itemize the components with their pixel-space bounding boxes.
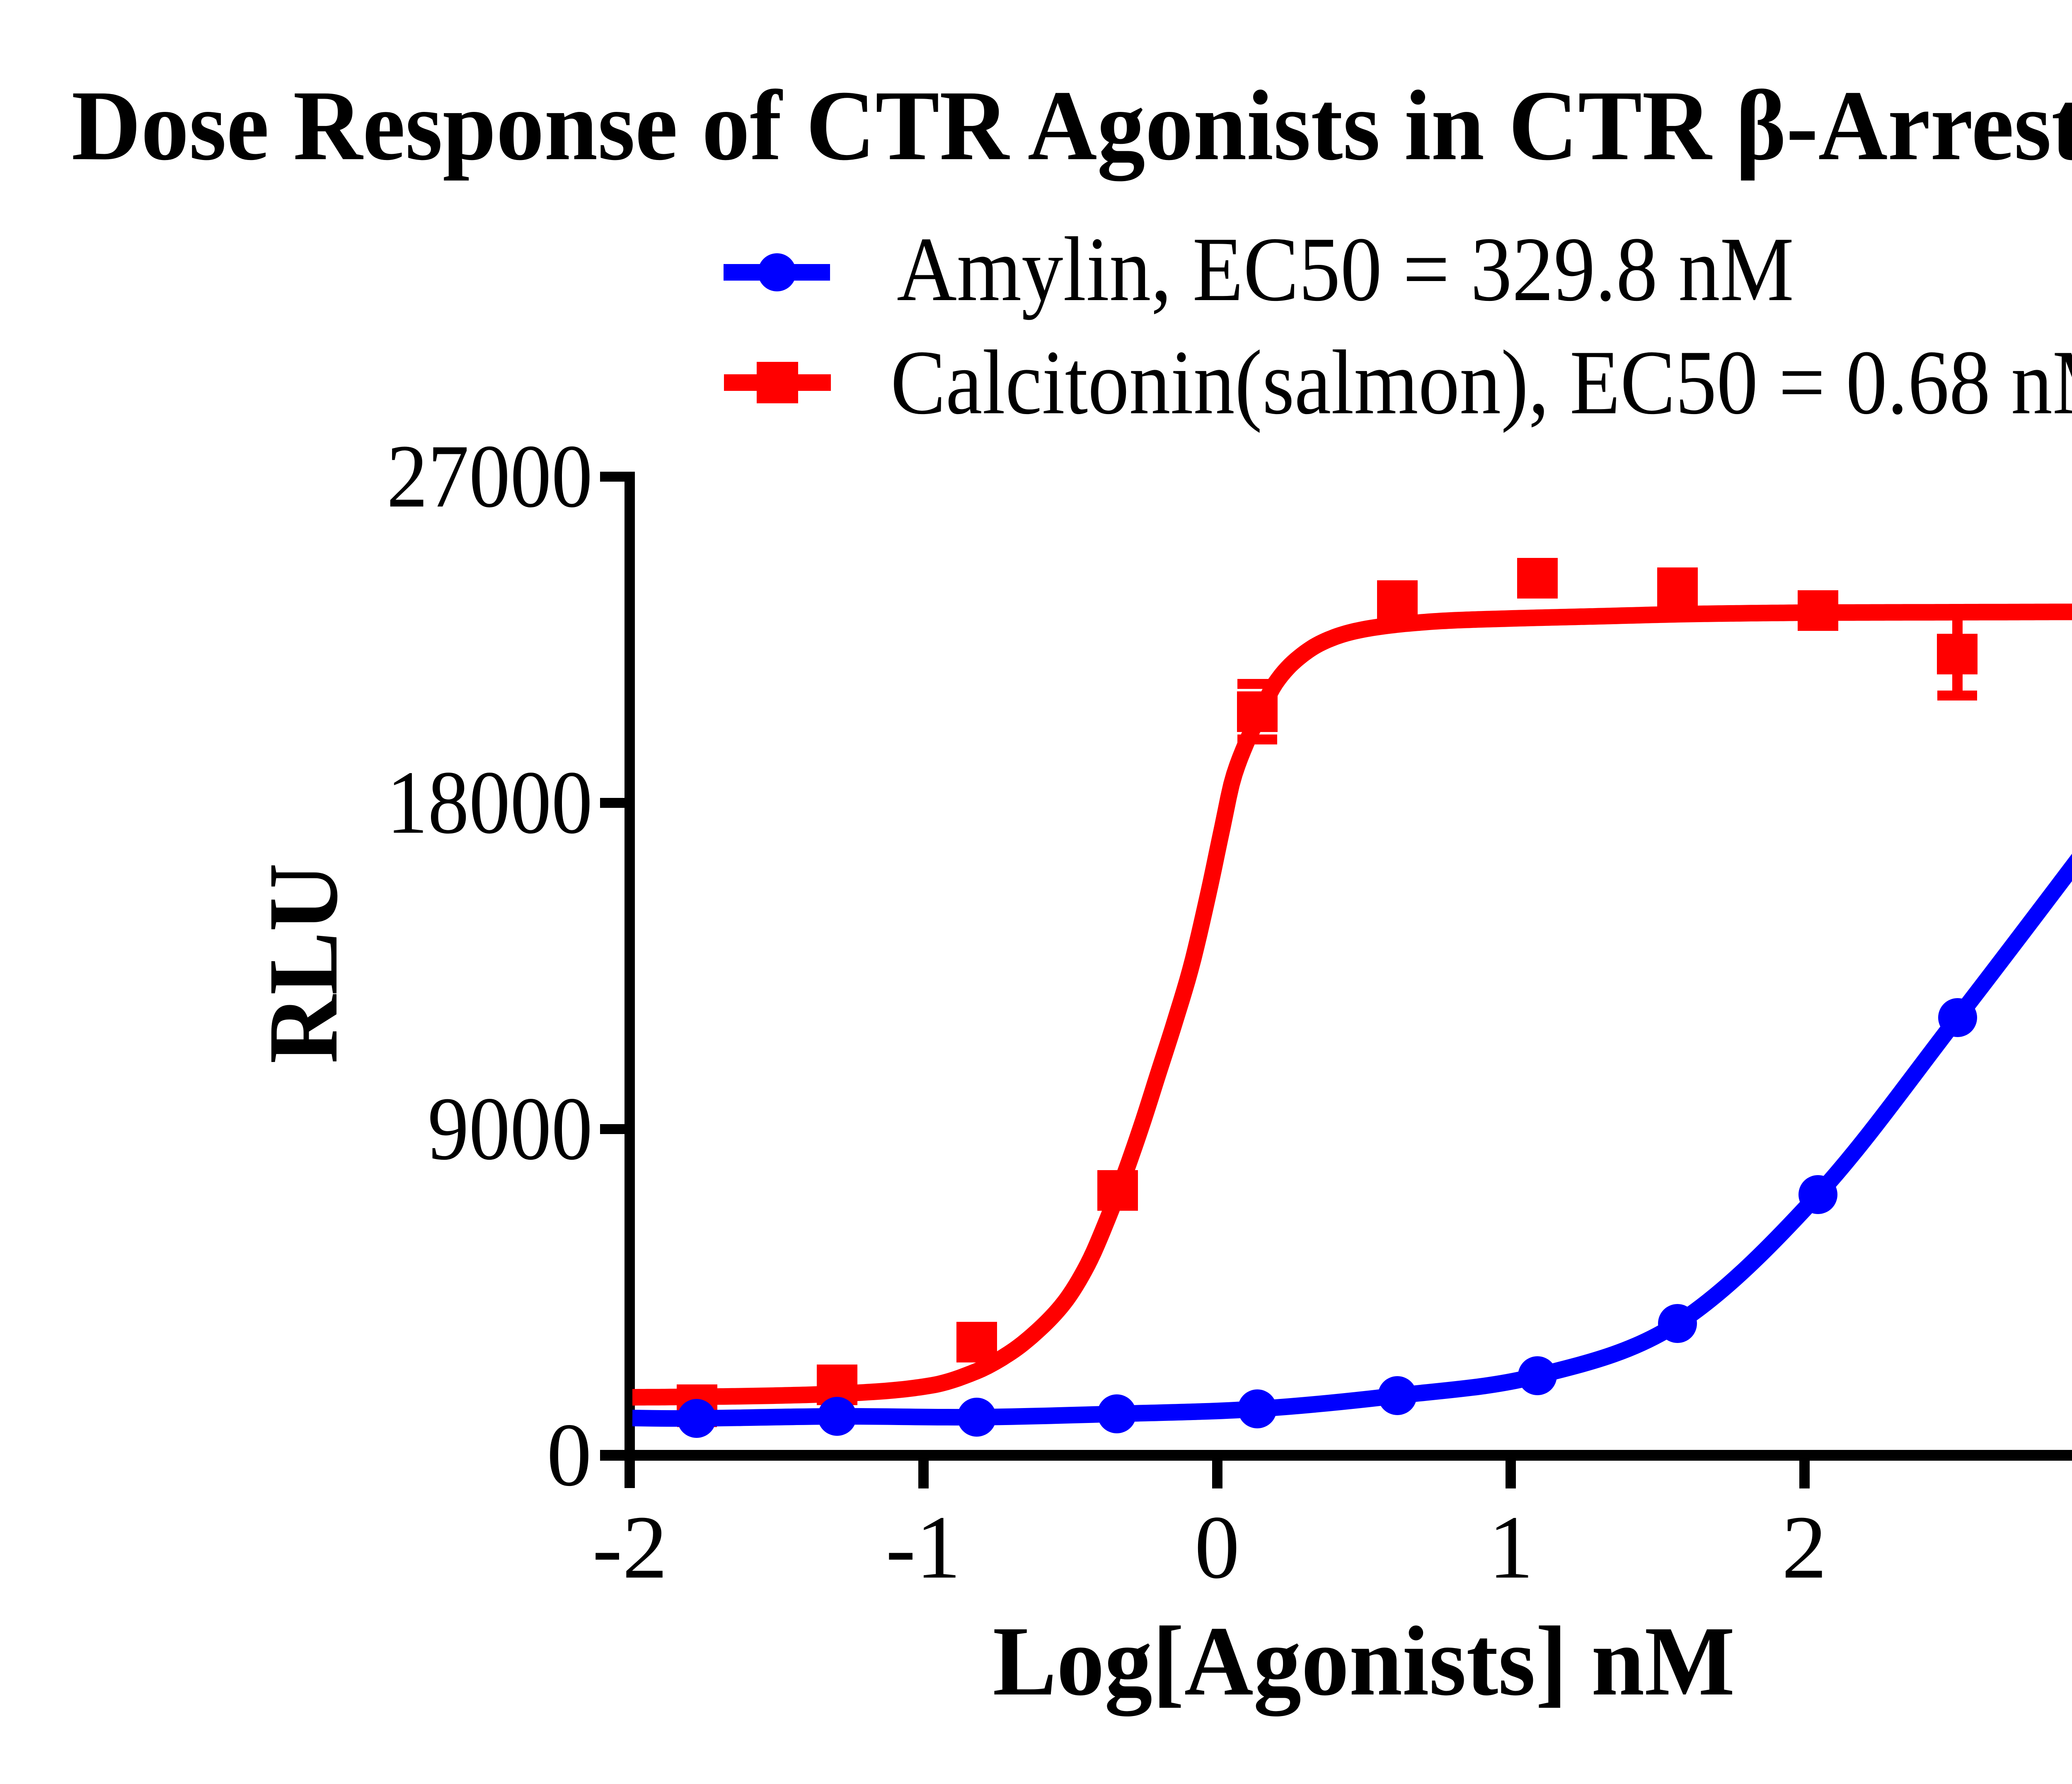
svg-text:-1: -1 bbox=[886, 1498, 961, 1597]
svg-text:27000: 27000 bbox=[387, 427, 593, 526]
svg-text:Amylin, EC50 = 329.8 nM: Amylin, EC50 = 329.8 nM bbox=[897, 218, 1794, 320]
svg-text:18000: 18000 bbox=[387, 753, 593, 853]
svg-text:-2: -2 bbox=[592, 1498, 668, 1597]
svg-text:1: 1 bbox=[1489, 1498, 1534, 1597]
svg-text:0: 0 bbox=[1195, 1498, 1240, 1597]
svg-text:RLU: RLU bbox=[248, 863, 358, 1064]
svg-text:Dose Response of CTR Agonists: Dose Response of CTR Agonists in CTR β-A… bbox=[72, 70, 2072, 181]
svg-text:Calcitonin(salmon), EC50 = 0.6: Calcitonin(salmon), EC50 = 0.68 nM bbox=[891, 332, 2072, 434]
svg-text:9000: 9000 bbox=[428, 1079, 593, 1179]
svg-text:2: 2 bbox=[1782, 1498, 1827, 1597]
svg-text:0: 0 bbox=[547, 1405, 592, 1505]
svg-text:Log[Agonists] nM: Log[Agonists] nM bbox=[993, 1606, 1735, 1716]
